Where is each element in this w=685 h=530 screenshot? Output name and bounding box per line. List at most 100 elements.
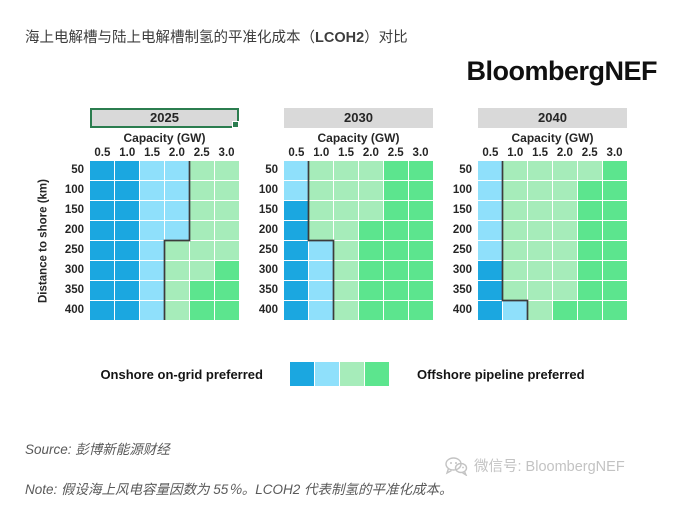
heatmap-cell — [309, 161, 333, 180]
heatmap-cell — [140, 301, 164, 320]
heatmap-cell — [553, 241, 577, 260]
heatmap-cell — [478, 201, 502, 220]
heatmap-cell — [215, 161, 239, 180]
heatmap-cell — [384, 161, 408, 180]
heatmap-cell — [215, 241, 239, 260]
y-ticks-2030: 50 100 150 200 250 300 350 400 — [248, 108, 284, 321]
y-tick: 150 — [452, 204, 472, 216]
heatmap-cell — [409, 221, 433, 240]
x-tick: 2.0 — [168, 147, 185, 159]
heatmap-cell — [115, 161, 139, 180]
legend-swatch-lg — [339, 362, 364, 386]
heatmap-cell — [165, 261, 189, 280]
heatmap-cell — [578, 161, 602, 180]
heatmap-cell — [284, 161, 308, 180]
heatmap-cell — [603, 221, 627, 240]
y-tick: 100 — [64, 184, 84, 196]
source-text: Source: 彭博新能源财经 — [25, 442, 170, 457]
heatmap-cell — [359, 281, 383, 300]
x-tick: 2.5 — [581, 147, 598, 159]
heatmap-cell — [384, 221, 408, 240]
heatmap-cell — [309, 261, 333, 280]
y-tick: 300 — [64, 264, 84, 276]
heatmap-cell — [359, 161, 383, 180]
heatmap-cell — [190, 261, 214, 280]
heatmap-cell — [165, 221, 189, 240]
heatmap-cell — [384, 281, 408, 300]
x-tick: 2.0 — [556, 147, 573, 159]
y-tick: 350 — [258, 284, 278, 296]
heatmap-cell — [503, 221, 527, 240]
heatmap-cell — [409, 241, 433, 260]
y-axis-title: Distance to shore (km) — [33, 108, 54, 321]
heatmap-cell — [603, 201, 627, 220]
heatmap-cell — [359, 261, 383, 280]
y-tick: 400 — [258, 304, 278, 316]
panel-body-2025: 2025 Capacity (GW) 0.5 1.0 1.5 2.0 2.5 3.0 — [90, 108, 239, 321]
heatmap-cell — [309, 281, 333, 300]
heatmap-cell — [528, 161, 552, 180]
capacity-axis-label: Capacity (GW) — [511, 131, 594, 145]
heatmap-cell — [190, 181, 214, 200]
heatmap-cell — [553, 261, 577, 280]
heatmap-cell — [309, 201, 333, 220]
panel-body-2040: 2040 Capacity (GW) 0.5 1.0 1.5 2.0 2.5 3.0 — [478, 108, 627, 321]
heatmap-cell — [384, 261, 408, 280]
x-ticks-2040: 0.5 1.0 1.5 2.0 2.5 3.0 — [478, 146, 627, 161]
heatmap-cell — [215, 221, 239, 240]
heatmap-cell — [503, 261, 527, 280]
heatmap-cell — [528, 221, 552, 240]
heatmap-cell — [115, 221, 139, 240]
y-tick: 400 — [452, 304, 472, 316]
heatmap-cell — [578, 221, 602, 240]
year-header-2040: 2040 — [478, 108, 627, 128]
heatmap-cell — [359, 201, 383, 220]
y-tick: 350 — [452, 284, 472, 296]
legend-left-label: Onshore on-grid preferred — [100, 366, 263, 382]
y-tick: 150 — [64, 204, 84, 216]
heatmap-cell — [528, 201, 552, 220]
heatmap-cell — [309, 241, 333, 260]
heatmap-cell — [478, 161, 502, 180]
heatmap-cell — [528, 261, 552, 280]
heatmap-cell — [503, 281, 527, 300]
heatmap-cell — [503, 241, 527, 260]
y-tick: 200 — [64, 224, 84, 236]
heatmap-cell — [603, 241, 627, 260]
heatmap-cell — [359, 181, 383, 200]
brand-logo: BloombergNEF — [466, 56, 657, 86]
heatmap-cell — [528, 181, 552, 200]
chart-title-bold: LCOH2 — [315, 30, 365, 46]
heatmap-cell — [190, 161, 214, 180]
heatmap-cell — [90, 221, 114, 240]
legend-swatch-mg — [364, 362, 389, 386]
y-tick: 200 — [452, 224, 472, 236]
heatmap-cell — [115, 281, 139, 300]
x-tick: 1.5 — [144, 147, 161, 159]
heatmap-cell — [478, 301, 502, 320]
heatmap-cell — [115, 301, 139, 320]
x-ticks-2025: 0.5 1.0 1.5 2.0 2.5 3.0 — [90, 146, 239, 161]
heatmap-grid-2040 — [478, 161, 627, 320]
heatmap-cell — [309, 181, 333, 200]
heatmap-cell — [190, 221, 214, 240]
heatmap-cell — [478, 261, 502, 280]
x-tick: 0.5 — [482, 147, 499, 159]
heatmap-cell — [578, 241, 602, 260]
heatmap-cell — [503, 201, 527, 220]
heatmap-cell — [140, 161, 164, 180]
heatmap-cell — [284, 221, 308, 240]
x-tick: 1.5 — [532, 147, 549, 159]
heatmap-cell — [309, 301, 333, 320]
heatmap-cell — [553, 181, 577, 200]
heatmap-cell — [140, 281, 164, 300]
panel-body-2030: 2030 Capacity (GW) 0.5 1.0 1.5 2.0 2.5 3.0 — [284, 108, 433, 321]
y-tick: 250 — [452, 244, 472, 256]
y-tick: 250 — [64, 244, 84, 256]
legend: Onshore on-grid preferred Offshore pipel… — [0, 362, 685, 386]
heatmap-cell — [165, 201, 189, 220]
heatmap-cell — [165, 181, 189, 200]
chart-title-part1: 海上电解槽与陆上电解槽制氢的平准化成本（ — [25, 30, 315, 46]
heatmap-cell — [90, 181, 114, 200]
note-text: Note: 假设海上风电容量因数为 55％。LCOH2 代表制氢的平准化成本。 — [25, 482, 453, 497]
